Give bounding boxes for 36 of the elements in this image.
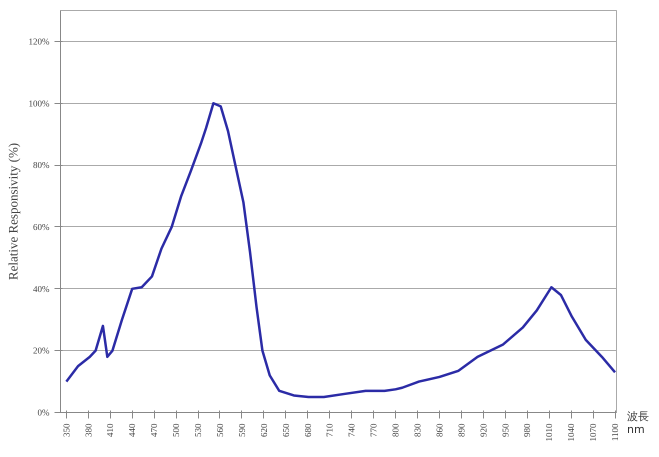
x-tick-label: 1010 — [544, 423, 554, 442]
y-tick-label: 40% — [33, 284, 50, 294]
x-tick-label: 440 — [127, 423, 138, 437]
x-tick-label: 650 — [280, 423, 291, 437]
x-axis-title: 波長 nm — [627, 410, 650, 436]
line-series — [65, 102, 616, 398]
y-axis-title: Relative Responsivity (%) — [6, 142, 21, 280]
x-tick-label: 590 — [236, 423, 247, 437]
x-tick-label: 380 — [83, 423, 94, 437]
x-tick-label: 410 — [105, 423, 116, 437]
x-tick-label: 890 — [456, 423, 466, 437]
x-tick-label: 830 — [412, 423, 423, 437]
x-tick-label: 920 — [478, 423, 488, 437]
x-tick-label: 680 — [302, 423, 313, 437]
x-tick-label: 1070 — [588, 423, 598, 442]
x-tick-label: 470 — [149, 423, 160, 437]
y-tick-label: 80% — [33, 160, 50, 170]
x-tick-label: 500 — [171, 423, 182, 437]
y-tick-label: 0% — [38, 408, 50, 418]
x-tick-label: 530 — [193, 423, 204, 437]
x-tick-label: 770 — [368, 423, 379, 437]
y-tick-label: 100% — [28, 98, 50, 108]
x-tick-label: 620 — [258, 423, 269, 437]
x-tick-label: 950 — [500, 423, 510, 437]
x-tick-label: 1040 — [566, 423, 576, 442]
y-tick-label: 120% — [28, 36, 50, 46]
x-tick-label: 860 — [434, 423, 444, 437]
x-tick-label: 560 — [214, 423, 225, 437]
x-tick-label: 710 — [324, 423, 335, 437]
x-tick-label: 980 — [522, 423, 532, 437]
x-tick-label: 350 — [61, 423, 72, 437]
y-tick-label: 20% — [33, 346, 50, 356]
x-tick-label: 740 — [346, 423, 357, 437]
x-tick-label: 1100 — [610, 423, 620, 442]
y-tick-label: 60% — [33, 222, 50, 232]
x-tick-label: 800 — [390, 423, 401, 437]
